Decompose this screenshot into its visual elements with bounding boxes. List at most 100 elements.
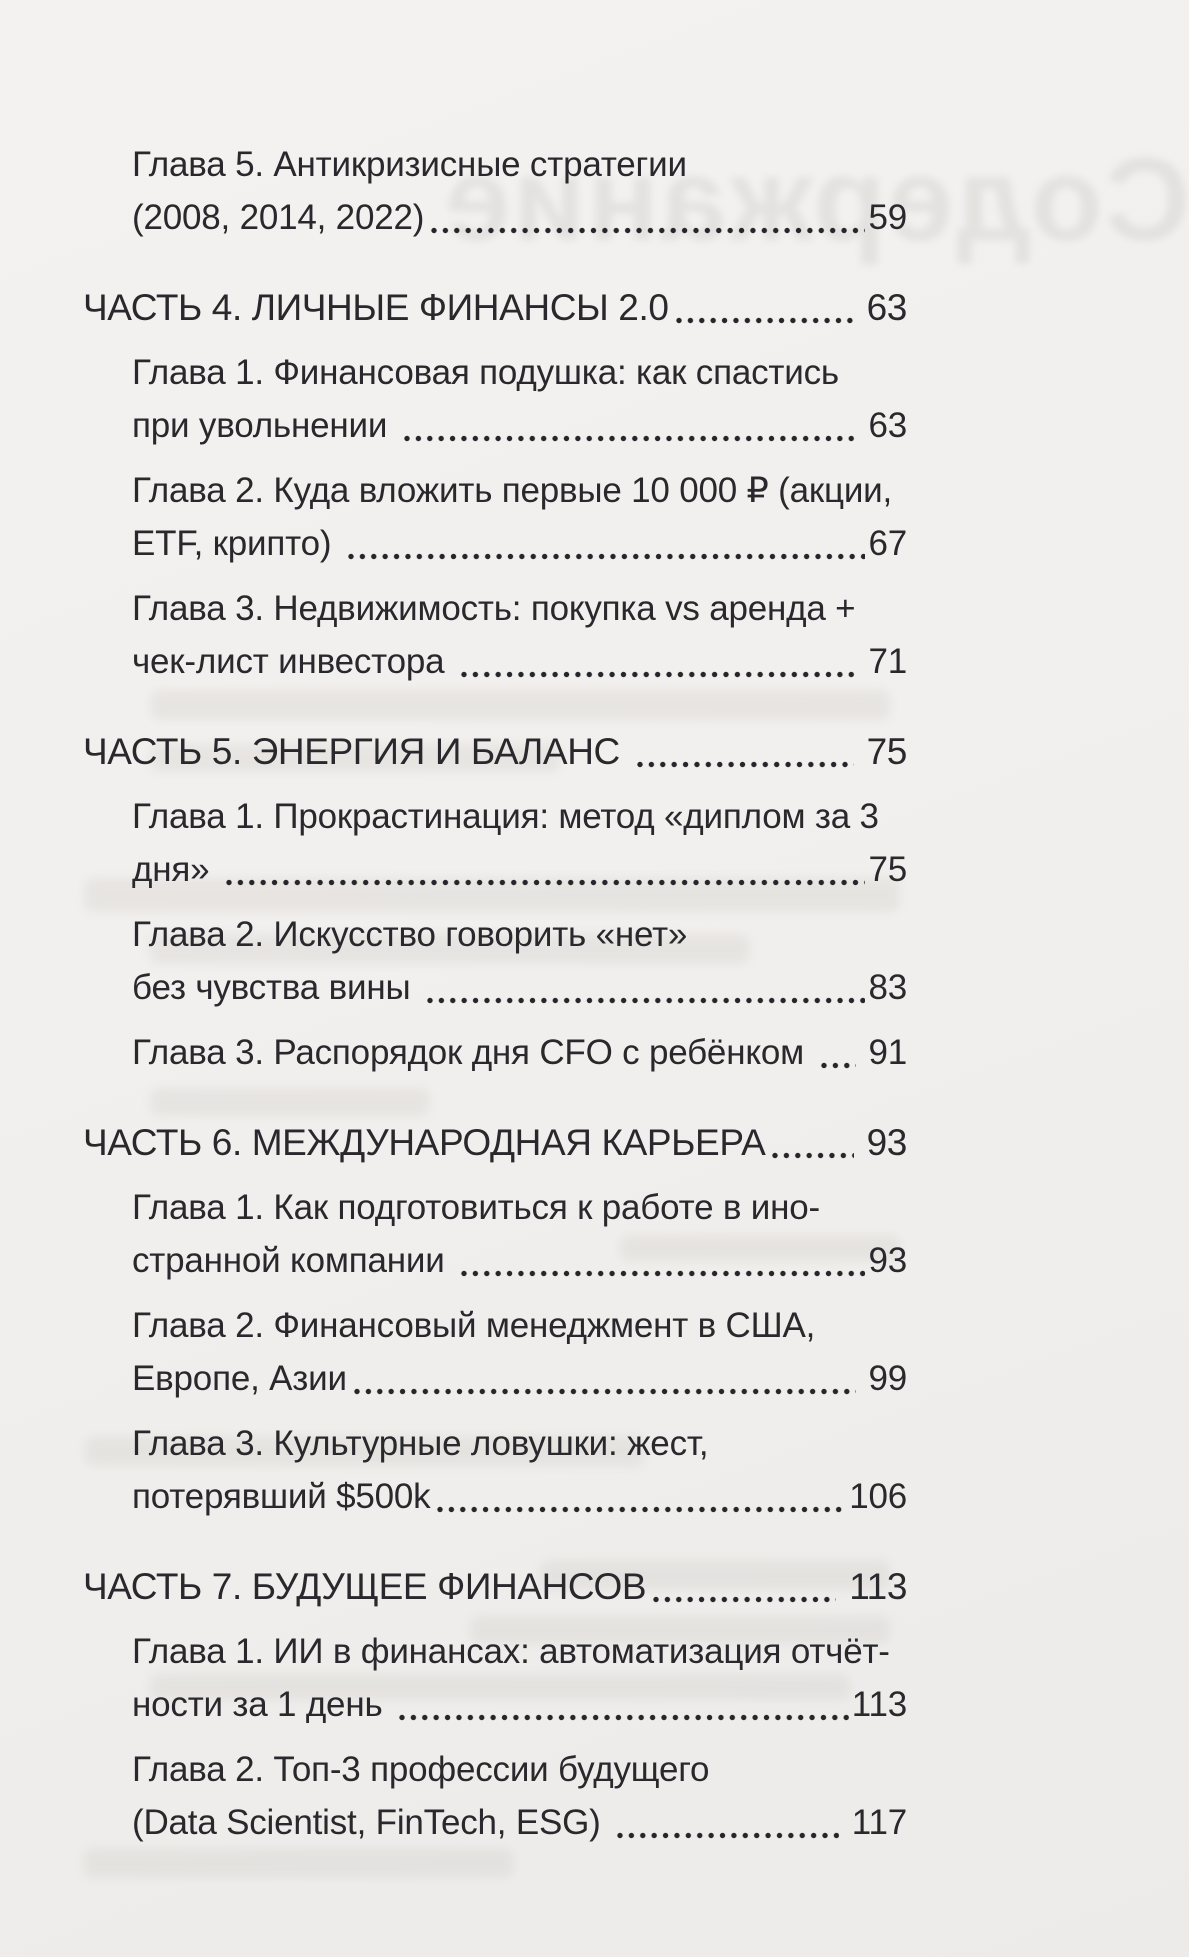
toc-line: ности за 1 день 113 [132, 1678, 907, 1731]
toc-line-text: (2008, 2014, 2022) [132, 198, 425, 237]
dot-leader [820, 1062, 856, 1069]
toc-page-number: 75 [856, 731, 908, 772]
toc-line: (2008, 2014, 2022) 59 [132, 191, 907, 244]
toc-line-text: без чувства вины [132, 968, 420, 1007]
toc-page-number: 117 [842, 1803, 907, 1842]
toc-line: Глава 3. Культурные ловушки: жест, [132, 1417, 907, 1470]
toc-line: при увольнении 63 [132, 399, 907, 452]
toc-line: Глава 3. Распорядок дня CFO с ребёнком 9… [132, 1026, 907, 1079]
toc-line: Глава 3. Недвижимость: покупка vs аренда… [132, 582, 907, 635]
toc-page-number: 83 [868, 968, 907, 1007]
toc-chapter-entry: Глава 2. Искусство говорить «нет» без чув… [83, 908, 907, 1014]
toc-line-text: ности за 1 день [132, 1685, 393, 1724]
toc-line-text: Глава 5. Антикризисные стратегии [132, 145, 687, 184]
dot-leader [431, 227, 866, 234]
toc-line: Глава 5. Антикризисные стратегии [132, 138, 907, 191]
toc-chapter-entry: Глава 1. Прокрастинация: метод «диплом з… [83, 790, 907, 896]
toc-chapter-entry: Глава 3. Распорядок дня CFO с ребёнком 9… [83, 1026, 907, 1079]
toc-line: чек-лист инвестора 71 [132, 635, 907, 688]
toc-page-number: 106 [849, 1477, 907, 1516]
toc-line: ЧАСТЬ 4. ЛИЧНЫЕ ФИНАНСЫ 2.0 63 [83, 281, 907, 334]
toc-line-text: ЧАСТЬ 6. МЕЖДУНАРОДНАЯ КАРЬЕРА [83, 1122, 766, 1163]
dot-leader [225, 879, 866, 886]
toc-chapter-entry: Глава 2. Куда вложить первые 10 000 ₽ (а… [83, 464, 907, 570]
toc-line: Глава 1. Прокрастинация: метод «диплом з… [132, 790, 907, 843]
toc-part-entry: ЧАСТЬ 7. БУДУЩЕЕ ФИНАНСОВ 113 [83, 1560, 907, 1613]
toc-line-text: Глава 2. Финансовый менеджмент в США, [132, 1306, 816, 1345]
toc-line: Европе, Азии 99 [132, 1352, 907, 1405]
toc-chapter-entry: Глава 1. ИИ в финансах: автоматизация от… [83, 1625, 907, 1731]
toc-line-text: чек-лист инвестора [132, 642, 454, 681]
toc-line: без чувства вины 83 [132, 961, 907, 1014]
toc-chapter-entry: Глава 1. Финансовая подушка: как спастис… [83, 346, 907, 452]
toc-page-number: 113 [851, 1685, 907, 1724]
toc-line-text: дня» [132, 850, 219, 889]
dot-leader [461, 1270, 866, 1277]
toc-page-number: 63 [856, 287, 908, 328]
toc-line: потерявший $500k 106 [132, 1470, 907, 1523]
toc-line-text: Глава 3. Недвижимость: покупка vs аренда… [132, 589, 856, 628]
dot-leader [437, 1506, 847, 1513]
toc-line: дня» 75 [132, 843, 907, 896]
toc-line: Глава 2. Топ-3 профессии будущего [132, 1743, 907, 1796]
dot-leader [653, 1596, 837, 1603]
toc-line-text: Глава 3. Распорядок дня CFO с ребёнком [132, 1033, 814, 1072]
dot-leader [353, 1388, 856, 1395]
toc-line-text: потерявший $500k [132, 1477, 431, 1516]
toc-part-entry: ЧАСТЬ 6. МЕЖДУНАРОДНАЯ КАРЬЕРА 93 [83, 1116, 907, 1169]
toc-line-text: Глава 2. Топ-3 профессии будущего [132, 1750, 710, 1789]
toc-chapter-entry: Глава 2. Финансовый менеджмент в США, Евр… [83, 1299, 907, 1405]
dot-leader [399, 1714, 849, 1721]
toc-page-number: 75 [868, 850, 907, 889]
toc-line-text: странной компании [132, 1241, 455, 1280]
toc-chapter-entry: Глава 5. Антикризисные стратегии (2008, 2… [83, 138, 907, 244]
toc-line: Глава 1. Финансовая подушка: как спастис… [132, 346, 907, 399]
toc-page-number: 63 [858, 406, 907, 445]
dot-leader [675, 317, 854, 324]
toc-line-text: Глава 3. Культурные ловушки: жест, [132, 1424, 709, 1463]
toc-part-entry: ЧАСТЬ 5. ЭНЕРГИЯ И БАЛАНС 75 [83, 725, 907, 778]
toc-chapter-entry: Глава 2. Топ-3 профессии будущего (Data S… [83, 1743, 907, 1849]
toc-line-text: Глава 1. ИИ в финансах: автоматизация от… [132, 1632, 890, 1671]
toc-line-text: Глава 1. Как подготовиться к работе в ин… [132, 1188, 820, 1227]
toc-line-text: ЧАСТЬ 7. БУДУЩЕЕ ФИНАНСОВ [83, 1566, 647, 1607]
toc-line-text: Глава 2. Куда вложить первые 10 000 ₽ (а… [132, 471, 893, 510]
toc-page-number: 113 [839, 1566, 907, 1607]
toc-chapter-entry: Глава 1. Как подготовиться к работе в ин… [83, 1181, 907, 1287]
toc-line: Глава 1. Как подготовиться к работе в ин… [132, 1181, 907, 1234]
dot-leader [460, 671, 856, 678]
toc-line: ETF, крипто) 67 [132, 517, 907, 570]
toc-line: странной компании 93 [132, 1234, 907, 1287]
toc-line-text: Глава 1. Финансовая подушка: как спастис… [132, 353, 839, 392]
toc-chapter-entry: Глава 3. Культурные ловушки: жест, потеря… [83, 1417, 907, 1523]
toc-line: Глава 2. Искусство говорить «нет» [132, 908, 907, 961]
toc-line: Глава 2. Финансовый менеджмент в США, [132, 1299, 907, 1352]
toc-page-number: 93 [856, 1122, 908, 1163]
dot-leader [347, 553, 866, 560]
toc-page-number: 71 [858, 642, 907, 681]
toc-part-entry: ЧАСТЬ 4. ЛИЧНЫЕ ФИНАНСЫ 2.0 63 [83, 281, 907, 334]
toc-line-text: ЧАСТЬ 4. ЛИЧНЫЕ ФИНАНСЫ 2.0 [83, 287, 669, 328]
dot-leader [617, 1832, 840, 1839]
toc-line-text: ЧАСТЬ 5. ЭНЕРГИЯ И БАЛАНС [83, 731, 630, 772]
toc-line-text: (Data Scientist, FinTech, ESG) [132, 1803, 611, 1842]
toc-line-text: при увольнении [132, 406, 397, 445]
toc-list: Глава 5. Антикризисные стратегии (2008, 2… [83, 138, 907, 1861]
toc-page-number: 59 [868, 198, 907, 237]
dot-leader [772, 1152, 854, 1159]
dot-leader [426, 997, 866, 1004]
toc-line-text: Глава 1. Прокрастинация: метод «диплом з… [132, 797, 879, 836]
dot-leader [636, 761, 854, 768]
toc-line: Глава 1. ИИ в финансах: автоматизация от… [132, 1625, 907, 1678]
dot-leader [403, 435, 856, 442]
toc-page-number: 99 [858, 1359, 907, 1398]
toc-line: ЧАСТЬ 7. БУДУЩЕЕ ФИНАНСОВ 113 [83, 1560, 907, 1613]
toc-line: (Data Scientist, FinTech, ESG) 117 [132, 1796, 907, 1849]
toc-line-text: ETF, крипто) [132, 524, 341, 563]
toc-line-text: Европе, Азии [132, 1359, 347, 1398]
toc-line: Глава 2. Куда вложить первые 10 000 ₽ (а… [132, 464, 907, 517]
toc-line-text: Глава 2. Искусство говорить «нет» [132, 915, 688, 954]
toc-chapter-entry: Глава 3. Недвижимость: покупка vs аренда… [83, 582, 907, 688]
toc-line: ЧАСТЬ 5. ЭНЕРГИЯ И БАЛАНС 75 [83, 725, 907, 778]
